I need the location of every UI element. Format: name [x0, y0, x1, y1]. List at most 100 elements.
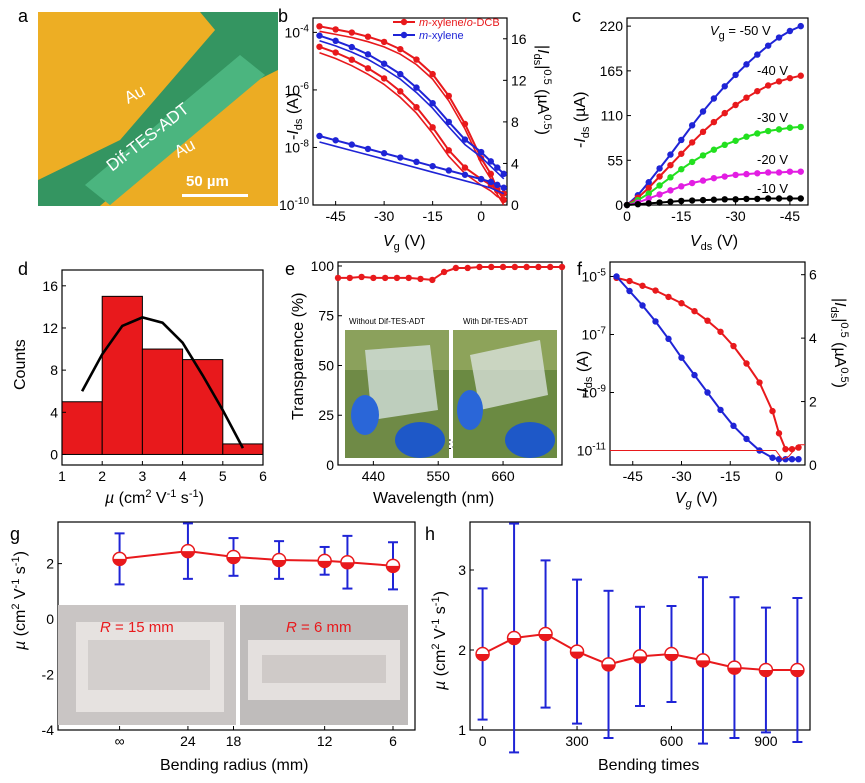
series-c-point — [732, 101, 739, 109]
series-c-point — [678, 150, 685, 157]
legend-b-red-marker — [400, 18, 408, 26]
x-tick-label: 0 — [775, 468, 783, 484]
legend-b-red-label: m-xylene/o-DCB — [419, 17, 500, 29]
series-c-point — [710, 118, 718, 126]
y-tick-label: 50 — [318, 357, 334, 373]
series-c-point — [786, 27, 794, 35]
point-g-marker-fill — [340, 562, 354, 569]
y-tick-label: -4 — [42, 722, 55, 738]
series-c-point — [743, 170, 750, 178]
y-tick-label-right: 12 — [511, 72, 527, 88]
series-e-point — [370, 274, 377, 282]
y-tick-label: 10-6 — [285, 81, 310, 98]
panel-letter-e: e — [285, 259, 295, 279]
series-c-point — [623, 201, 631, 209]
y-tick-label: 165 — [600, 63, 624, 79]
series-c-point — [732, 196, 739, 203]
series-c-point — [775, 126, 783, 133]
curve-label-c-50: Vg = -50 V — [710, 23, 771, 42]
series-e-point — [535, 263, 542, 271]
series-e-point — [405, 274, 412, 282]
x-tick-label: 18 — [226, 733, 242, 749]
series-c-point — [667, 198, 674, 205]
x-tick-label: 6 — [389, 733, 397, 749]
y-tick-label-right: 6 — [809, 267, 817, 283]
series-b-point — [316, 23, 323, 30]
y-tick-label: 2 — [458, 642, 466, 658]
series-f-point — [743, 360, 750, 367]
series-c-point — [656, 182, 663, 189]
y-tick-label: 16 — [42, 278, 58, 294]
series-c-point — [786, 168, 794, 175]
series-c-point — [775, 195, 783, 202]
series-b-point — [477, 148, 485, 156]
panel-letter-c: c — [572, 6, 581, 26]
series-f-point — [626, 287, 633, 295]
x-tick-label: -30 — [725, 208, 745, 224]
point-g-marker-fill — [227, 556, 240, 564]
series-b-point — [364, 65, 372, 72]
scalebar — [182, 194, 248, 197]
series-f-point — [730, 422, 737, 430]
series-c-point — [688, 197, 696, 204]
series-b-point — [332, 49, 339, 56]
x-tick-label: 0 — [479, 733, 487, 749]
series-c-point — [764, 195, 772, 202]
x-tick-label: 3 — [139, 468, 147, 484]
series-b-point — [461, 171, 469, 178]
y-axis-label-d: Counts — [12, 339, 29, 390]
series-b-reverse-line — [319, 52, 505, 201]
x-axis-label-e: Wavelength (nm) — [373, 490, 494, 507]
histogram-bar — [101, 295, 143, 455]
series-c-point — [797, 168, 804, 175]
series-c-point — [797, 195, 804, 202]
series-b-point — [380, 150, 388, 157]
series-c-point — [645, 190, 652, 197]
photo-inset-left: Without Dif-TES-ADT — [345, 317, 449, 458]
series-b-point — [413, 158, 420, 166]
series-f-point — [769, 454, 776, 461]
series-b-reverse-line — [319, 30, 505, 206]
series-c-point — [645, 184, 652, 192]
series-c-point — [721, 83, 728, 90]
point-h-marker-fill — [507, 638, 521, 645]
histogram-bar — [61, 401, 103, 455]
series-c-point — [678, 197, 685, 205]
y-tick-label-right: 4 — [511, 155, 519, 171]
series-c-point — [710, 174, 718, 182]
plot-frame — [609, 261, 806, 466]
series-b-point — [445, 167, 452, 174]
series-e-point — [464, 264, 471, 272]
y-tick-label-right: 8 — [511, 114, 519, 130]
svg-text:R = 15 mm: R = 15 mm — [100, 619, 174, 636]
panel-letter-b: b — [278, 6, 288, 26]
series-c-point — [732, 137, 739, 144]
series-b-line — [319, 45, 505, 195]
series-c-point — [667, 187, 674, 194]
y-tick-label-right: 4 — [809, 330, 817, 346]
series-c-point — [786, 124, 794, 131]
series-c-point — [678, 183, 685, 190]
curve-label-c-40: -40 V — [757, 63, 788, 78]
point-g-marker-fill — [113, 558, 127, 566]
series-f-leak-line — [610, 444, 805, 460]
x-tick-label: 12 — [317, 733, 333, 749]
series-c-point — [645, 200, 652, 207]
series-b-point — [445, 147, 452, 154]
x-tick-label: 300 — [565, 733, 589, 749]
series-c-point — [710, 95, 718, 102]
series-c-point — [688, 158, 696, 166]
chart-h: 0 300 600 900 1 2 3 Bending times µ (cm2 V-1 s-1… — [430, 521, 811, 774]
series-b-point — [397, 154, 404, 161]
point-g-marker-fill — [318, 560, 332, 568]
panel-letter-f: f — [577, 259, 583, 279]
series-f-point — [704, 317, 711, 324]
series-f-point — [678, 300, 685, 307]
series-b-point — [364, 33, 372, 40]
series-e-point — [488, 263, 495, 271]
panel-letter-h: h — [425, 524, 435, 544]
series-c-point — [634, 200, 642, 208]
series-f-point — [665, 335, 672, 343]
inset-r6-symbol: R — [286, 619, 297, 636]
series-c-point — [656, 165, 663, 172]
